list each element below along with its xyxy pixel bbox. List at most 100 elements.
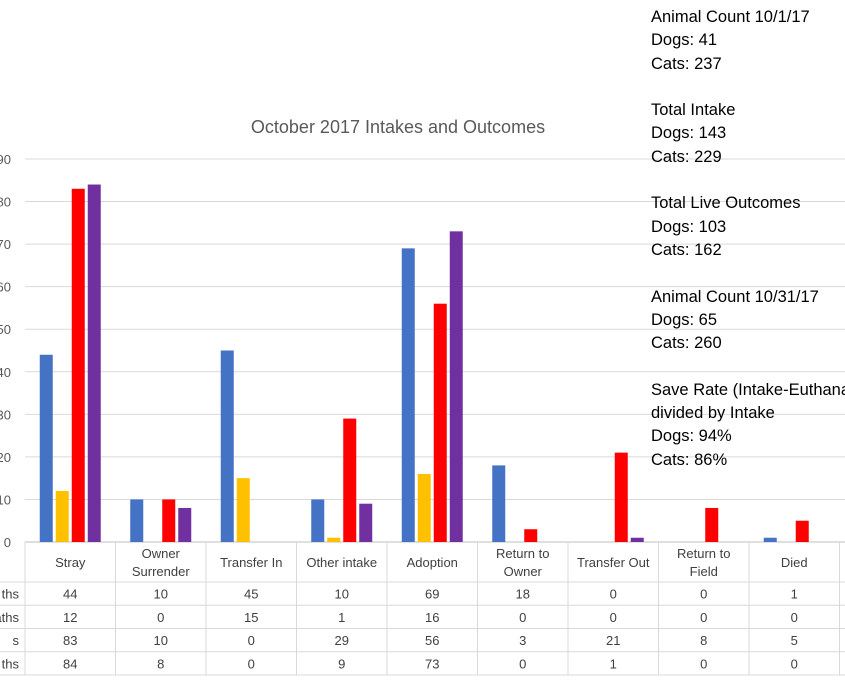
category-label: Transfer Out bbox=[577, 555, 650, 570]
category-label: Other intake bbox=[306, 555, 377, 570]
y-axis-tick-labels: 0 10 20 30 40 50 60 70 80 90 bbox=[0, 152, 11, 550]
data-label: 0 bbox=[610, 587, 617, 602]
category-label: Owner Surrender bbox=[132, 546, 190, 579]
bar bbox=[343, 418, 357, 542]
bar bbox=[87, 184, 101, 543]
category-label: Stray bbox=[55, 555, 86, 570]
data-label: 73 bbox=[425, 656, 439, 671]
bar bbox=[492, 465, 506, 542]
data-table: Stray Owner Surrender Transfer In Other inta… bbox=[0, 542, 845, 676]
total-intake-dogs: Dogs: 143 bbox=[651, 124, 727, 143]
y-tick-label: 30 bbox=[0, 407, 11, 422]
live-outcomes-dogs: Dogs: 103 bbox=[651, 217, 727, 236]
bar bbox=[327, 537, 341, 542]
bar bbox=[417, 473, 431, 542]
save-rate-subheading: divided by Intake bbox=[651, 404, 775, 423]
category-label: Return to Field bbox=[677, 546, 730, 579]
data-label: 0 bbox=[157, 610, 164, 625]
bar bbox=[795, 520, 809, 542]
live-outcomes-block: Total Live Outcomes Dogs: 103 Cats: 162 bbox=[651, 192, 845, 262]
y-tick-label: 60 bbox=[0, 280, 11, 295]
series-name: s bbox=[13, 633, 20, 648]
chart-title: October 2017 Intakes and Outcomes bbox=[251, 117, 545, 137]
y-tick-label: 90 bbox=[0, 152, 11, 167]
bar bbox=[71, 188, 85, 543]
data-label: 10 bbox=[154, 587, 168, 602]
data-label: 10 bbox=[154, 633, 168, 648]
data-label: 10 bbox=[335, 587, 349, 602]
bar bbox=[630, 537, 644, 542]
y-tick-label: 70 bbox=[0, 237, 11, 252]
data-label: 8 bbox=[157, 656, 164, 671]
bar bbox=[359, 503, 373, 542]
data-label: 56 bbox=[425, 633, 439, 648]
data-label: 0 bbox=[700, 587, 707, 602]
end-count-heading: Animal Count 10/31/17 bbox=[651, 287, 819, 306]
data-label: 1 bbox=[338, 610, 345, 625]
bar bbox=[220, 350, 234, 542]
summary-stats: Animal Count 10/1/17 Dogs: 41 Cats: 237 … bbox=[651, 6, 845, 472]
data-label: 0 bbox=[791, 656, 798, 671]
save-rate-dogs: Dogs: 94% bbox=[651, 427, 732, 446]
series-name: aths bbox=[0, 610, 19, 625]
data-label: 0 bbox=[610, 610, 617, 625]
bar bbox=[311, 499, 325, 542]
save-rate-block: Save Rate (Intake-Euthanasia) divided by… bbox=[651, 379, 845, 472]
data-label: 16 bbox=[425, 610, 439, 625]
start-count-heading: Animal Count 10/1/17 bbox=[651, 8, 810, 26]
data-label: 9 bbox=[338, 656, 345, 671]
data-label: 0 bbox=[700, 656, 707, 671]
data-label: 0 bbox=[248, 633, 255, 648]
data-label: 69 bbox=[425, 587, 439, 602]
data-label: 3 bbox=[519, 633, 526, 648]
end-count-dogs: Dogs: 65 bbox=[651, 310, 718, 329]
bar bbox=[449, 231, 463, 542]
data-label: 0 bbox=[248, 656, 255, 671]
bars bbox=[39, 184, 809, 543]
data-label: 84 bbox=[63, 656, 77, 671]
category-label: Return to Owner bbox=[496, 546, 549, 579]
data-label: 8 bbox=[700, 633, 707, 648]
bar bbox=[39, 354, 53, 542]
bar bbox=[614, 452, 628, 542]
bar bbox=[162, 499, 176, 542]
save-rate-cats: Cats: 86% bbox=[651, 450, 728, 469]
end-count-cats: Cats: 260 bbox=[651, 334, 722, 353]
save-rate-heading: Save Rate (Intake-Euthanasia) bbox=[651, 380, 845, 399]
data-label: 1 bbox=[791, 587, 798, 602]
data-label: 0 bbox=[519, 656, 526, 671]
data-label: 1 bbox=[610, 656, 617, 671]
category-label: Died bbox=[781, 555, 808, 570]
data-label: 83 bbox=[63, 633, 77, 648]
data-label: 0 bbox=[791, 610, 798, 625]
data-label: 21 bbox=[606, 633, 620, 648]
data-label: 29 bbox=[335, 633, 349, 648]
series-name: ths bbox=[2, 587, 20, 602]
bar bbox=[236, 478, 250, 542]
series-name: ths bbox=[2, 656, 20, 671]
data-label: 5 bbox=[791, 633, 798, 648]
start-count-cats: Cats: 237 bbox=[651, 54, 722, 73]
bar bbox=[524, 529, 538, 542]
y-tick-label: 10 bbox=[0, 492, 11, 507]
live-outcomes-heading: Total Live Outcomes bbox=[651, 194, 801, 213]
bar bbox=[763, 537, 777, 542]
data-label: 0 bbox=[700, 610, 707, 625]
y-tick-label: 20 bbox=[0, 450, 11, 465]
category-label: Adoption bbox=[407, 555, 458, 570]
total-intake-block: Total Intake Dogs: 143 Cats: 229 bbox=[651, 99, 845, 169]
y-tick-label: 80 bbox=[0, 195, 11, 210]
end-count-block: Animal Count 10/31/17 Dogs: 65 Cats: 260 bbox=[651, 286, 845, 356]
category-label: Transfer In bbox=[220, 555, 282, 570]
data-label: 18 bbox=[516, 587, 530, 602]
bar bbox=[401, 248, 415, 542]
data-label: 12 bbox=[63, 610, 77, 625]
bar bbox=[705, 507, 719, 542]
bar bbox=[178, 507, 192, 542]
data-label: 45 bbox=[244, 587, 258, 602]
start-count-dogs: Dogs: 41 bbox=[651, 31, 718, 50]
data-label: 44 bbox=[63, 587, 77, 602]
total-intake-cats: Cats: 229 bbox=[651, 147, 722, 166]
total-intake-heading: Total Intake bbox=[651, 101, 736, 120]
